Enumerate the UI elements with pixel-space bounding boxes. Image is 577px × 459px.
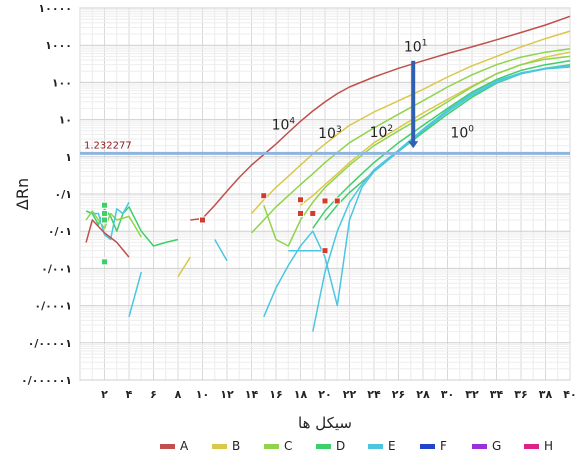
threshold-marker: [260, 192, 268, 200]
threshold-marker: [101, 258, 108, 266]
threshold-marker: [101, 209, 108, 217]
legend-swatch: [368, 444, 383, 449]
x-tick-label: ۱۶: [269, 388, 282, 401]
series-line-13: [85, 219, 130, 258]
series-line-3: [250, 48, 571, 234]
legend-swatch: [472, 444, 487, 449]
grid: [79, 7, 571, 381]
x-tick-label: ۳۶: [514, 388, 527, 401]
y-tick-label: ۰/۰۱: [48, 225, 72, 238]
threshold-marker: [309, 209, 317, 217]
legend: A B C D E F G H: [160, 439, 553, 453]
x-tick-label: ۸: [175, 388, 182, 401]
threshold-marker: [297, 209, 304, 217]
x-tick-label: ۲۰: [318, 388, 331, 401]
threshold-marker: [333, 197, 341, 205]
series-line-15: [177, 256, 191, 278]
x-tick-label: ۲۸: [416, 388, 430, 401]
x-tick-label: ۱۴: [245, 388, 259, 401]
y-axis-label: ΔRn: [13, 178, 32, 210]
y-tick-label: ۰/۰۰۰۱: [34, 300, 72, 313]
threshold-marker: [321, 197, 329, 205]
x-tick-label: ۶: [150, 388, 157, 401]
x-tick-label: ۳۲: [465, 388, 479, 401]
threshold-marker: [297, 196, 304, 204]
x-tick-label: ۳۰: [441, 388, 454, 401]
threshold-layer: 1.232277: [80, 140, 570, 155]
dilution-label: 101: [404, 38, 428, 55]
legend-swatch: [160, 444, 175, 449]
series-line-5: [312, 60, 571, 229]
x-tick-label: ۲۲: [343, 388, 357, 401]
arrow-head: [408, 141, 419, 149]
x-tick-label: ۴۰: [563, 388, 576, 401]
y-tick-labels: ۱۰۰۰۰ ۱۰۰۰ ۱۰۰ ۱۰ ۱ ۰/۱ ۰/۰۱ ۰/۰۰۱ ۰/۰۰۰۱ ۰/۰۰۰۰۱…: [21, 2, 72, 387]
x-tick-label: ۳۸: [539, 388, 553, 401]
x-tick-label: ۱۸: [294, 388, 308, 401]
x-tick-label: ۱۲: [220, 388, 234, 401]
dilution-label: 103: [318, 125, 342, 142]
x-tick-label: ۲۶: [392, 388, 405, 401]
marker-layer: [101, 192, 341, 266]
legend-label: H: [544, 439, 553, 453]
y-tick-label: ۰/۰۰۰۰۱: [28, 337, 72, 350]
series-line-14: [128, 271, 143, 317]
legend-label: G: [492, 439, 501, 453]
threshold-marker: [101, 216, 108, 224]
series-line-0: [190, 15, 571, 221]
legend-label: B: [232, 439, 240, 453]
series-layer: [85, 15, 571, 332]
legend-swatch: [264, 444, 279, 449]
dilution-label: 100: [450, 125, 474, 142]
y-tick-label: ۱۰۰: [52, 76, 72, 89]
y-tick-label: ۱: [65, 151, 72, 164]
series-line-7: [263, 66, 571, 318]
y-tick-label: ۰/۱: [55, 188, 72, 201]
legend-label: D: [336, 439, 345, 453]
annotation-layer: 104 103 102 101 100: [272, 38, 474, 149]
x-tick-label: ۲۴: [367, 388, 381, 401]
x-tick-label: ۱۰: [196, 388, 209, 401]
legend-label: A: [180, 439, 189, 453]
legend-swatch: [524, 444, 539, 449]
series-line-12: [92, 201, 130, 241]
y-tick-label: ۱۰۰۰: [45, 39, 72, 52]
x-axis-label: سیکل ها: [298, 414, 352, 432]
y-tick-label: ۰/۰۰۰۰۰۱: [21, 374, 72, 387]
legend-swatch: [420, 444, 435, 449]
x-tick-labels: ۲ ۴ ۶ ۸ ۱۰ ۱۲ ۱۴ ۱۶ ۱۸ ۲۰ ۲۲ ۲۴ ۲۶ ۲۸ ۳۰ ۳۲ ۳۴ ۳۶ ۳۸ ۴۰: [101, 388, 577, 401]
threshold-marker: [321, 247, 329, 255]
legend-label: E: [388, 439, 396, 453]
y-tick-label: ۰/۰۰۱: [41, 262, 72, 275]
x-tick-label: ۳۴: [490, 388, 504, 401]
series-line-8: [312, 65, 571, 332]
series-line-16: [214, 239, 228, 262]
y-tick-label: ۱۰۰۰۰: [38, 2, 72, 15]
legend-swatch: [316, 444, 331, 449]
series-line-1: [250, 30, 571, 215]
series-line-4: [263, 55, 571, 247]
legend-label: C: [284, 439, 292, 453]
dilution-label: 102: [370, 124, 394, 141]
legend-swatch: [212, 444, 227, 449]
x-tick-label: ۴: [126, 388, 133, 401]
x-tick-label: ۲: [101, 388, 108, 401]
dilution-label: 104: [272, 116, 296, 133]
threshold-label: 1.232277: [84, 140, 132, 151]
threshold-marker: [101, 201, 108, 209]
legend-label: F: [440, 439, 447, 453]
y-tick-label: ۱۰: [59, 114, 72, 127]
threshold-marker: [199, 216, 206, 224]
series-line-10: [85, 206, 179, 247]
